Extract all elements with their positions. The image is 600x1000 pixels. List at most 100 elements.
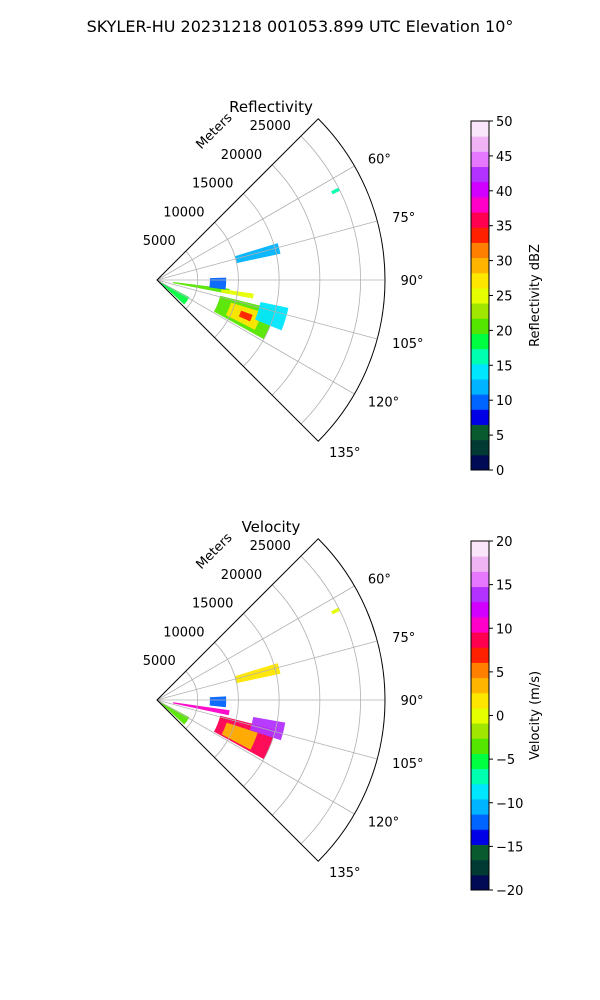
colorbar-tick-label: 35 — [496, 220, 513, 235]
colorbar-segment — [471, 303, 489, 319]
colorbar-tick-label: 25 — [496, 290, 513, 305]
colorbar-tick-label: −10 — [496, 797, 523, 812]
colorbar-segment — [471, 136, 489, 152]
colorbar-segment — [471, 287, 489, 304]
colorbar: −20 −15 −10 −5 0 5 10 15 20 Velocity (m/s) — [470, 535, 543, 899]
colorbar-tick-label: 45 — [496, 150, 513, 165]
azimuth-tick-label: 105° — [392, 337, 423, 352]
colorbar-tick-label: 20 — [496, 324, 513, 339]
colorbar-tick-label: −5 — [496, 753, 515, 768]
azimuth-spoke-3 — [156, 699, 378, 760]
echo-region-7 — [255, 302, 289, 331]
colorbar-tick-label: 30 — [496, 255, 513, 270]
azimuth-tick-label: 120° — [368, 396, 399, 411]
panel-title: Velocity — [242, 518, 301, 536]
azimuth-tick-label: 135° — [329, 866, 360, 881]
panel-title: Reflectivity — [229, 98, 313, 116]
colorbar-label: Reflectivity dBZ — [528, 244, 543, 347]
echo-region-1 — [172, 281, 230, 294]
colorbar-segment — [471, 556, 489, 572]
colorbar-segment — [471, 439, 489, 456]
colorbar-segment — [471, 348, 489, 365]
azimuth-tick-label: 90° — [400, 694, 423, 709]
colorbar-segment — [471, 798, 489, 815]
colorbar-segment — [471, 738, 489, 754]
colorbar-segment — [471, 723, 489, 739]
range-tick-label: 25000 — [250, 539, 291, 554]
colorbar-segment — [471, 121, 489, 137]
figure-title: SKYLER-HU 20231218 001053.899 UTC Elevat… — [87, 17, 514, 36]
colorbar-segment — [471, 677, 489, 694]
colorbar-tick-label: 40 — [496, 185, 513, 200]
colorbar-segment — [471, 662, 489, 679]
range-axis-label: Meters — [193, 530, 235, 572]
range-tick-label: 15000 — [192, 177, 233, 192]
colorbar-tick-label: 20 — [496, 535, 513, 550]
colorbar-segment — [471, 541, 489, 557]
colorbar-segment — [471, 212, 489, 228]
colorbar-tick-label: 15 — [496, 579, 513, 594]
colorbar-segment — [471, 242, 489, 259]
velocity-panel: 60° 75° 90° 105° 120° 135° 5000 10000 15000 20000… — [143, 518, 543, 899]
azimuth-tick-label: 60° — [368, 152, 391, 167]
colorbar-segment — [471, 424, 489, 441]
colorbar-segment — [471, 616, 489, 633]
colorbar-segment — [471, 363, 489, 380]
colorbar-segment — [471, 151, 489, 168]
colorbar-segment — [471, 768, 489, 785]
colorbar-segment — [471, 257, 489, 274]
colorbar-tick-label: 0 — [496, 464, 504, 479]
echo-region-5 — [249, 716, 286, 741]
range-tick-label: 20000 — [221, 568, 262, 583]
azimuth-spoke-4 — [156, 279, 355, 395]
azimuth-spoke-1 — [156, 640, 378, 701]
range-tick-label: 15000 — [192, 597, 233, 612]
colorbar-segment — [471, 647, 489, 663]
colorbar-segment — [471, 181, 489, 198]
range-tick-label: 25000 — [250, 119, 291, 134]
colorbar-segment — [471, 707, 489, 724]
range-tick-label: 20000 — [221, 148, 262, 163]
polar-frame — [156, 538, 386, 862]
colorbar-segment — [471, 601, 489, 618]
azimuth-tick-label: 75° — [392, 211, 415, 226]
colorbar-tick-label: 5 — [496, 666, 504, 681]
colorbar-label: Velocity (m/s) — [528, 671, 543, 760]
range-tick-label: 5000 — [143, 654, 176, 669]
echo-region-7 — [331, 607, 340, 615]
azimuth-tick-label: 135° — [329, 446, 360, 461]
azimuth-tick-label: 90° — [400, 274, 423, 289]
colorbar-segment — [471, 586, 489, 603]
colorbar-segment — [471, 632, 489, 648]
colorbar-segment — [471, 378, 489, 395]
colorbar-segment — [471, 844, 489, 861]
colorbar-segment — [471, 394, 489, 410]
azimuth-spoke-0 — [156, 585, 355, 701]
echo-region-1 — [172, 702, 230, 716]
echo-region-0 — [157, 280, 190, 305]
colorbar-segment — [471, 196, 489, 213]
colorbar-segment — [471, 859, 489, 876]
range-tick-label: 10000 — [163, 625, 204, 640]
azimuth-spoke-3 — [156, 279, 378, 340]
colorbar-tick-label: 10 — [496, 394, 513, 409]
colorbar-tick-label: −20 — [496, 884, 523, 899]
colorbar-segment — [471, 454, 489, 471]
polar-frame — [156, 118, 386, 442]
colorbar-tick-label: 0 — [496, 710, 504, 725]
azimuth-spoke-1 — [156, 220, 378, 281]
colorbar-segment — [471, 692, 489, 709]
colorbar-segment — [471, 318, 489, 334]
echo-region-6 — [238, 310, 253, 322]
colorbar-segment — [471, 227, 489, 243]
colorbar-tick-label: −15 — [496, 840, 523, 855]
azimuth-tick-label: 105° — [392, 757, 423, 772]
echo-region-9 — [331, 187, 340, 195]
colorbar-tick-label: 50 — [496, 115, 513, 130]
echo-region-3 — [209, 277, 227, 290]
range-tick-label: 10000 — [163, 205, 204, 220]
colorbar-segment — [471, 753, 489, 770]
colorbar-segment — [471, 783, 489, 800]
echo-region-4 — [221, 722, 258, 750]
